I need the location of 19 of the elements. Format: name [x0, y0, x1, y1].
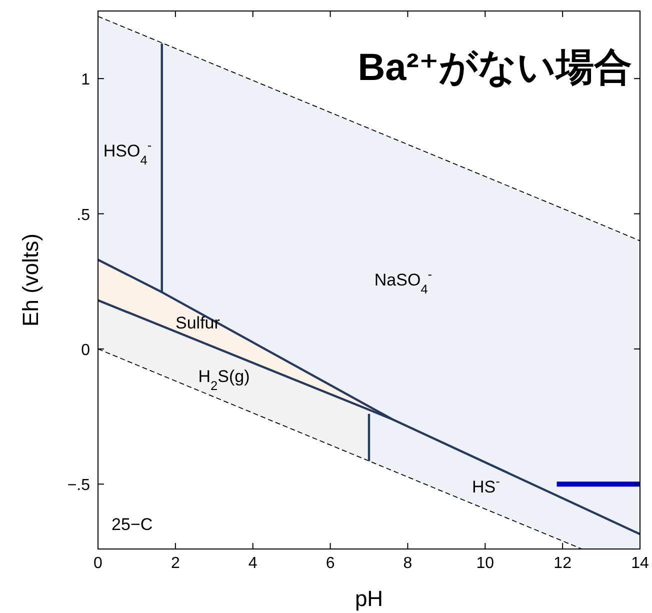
y-axis-title: Eh (volts) — [18, 234, 43, 326]
annotation: HS$^{-}$ — [472, 473, 500, 497]
text: Ba²⁺がない場合 — [358, 47, 632, 89]
annotation: Sulfur — [176, 313, 220, 332]
annotation: 25−C — [112, 515, 153, 534]
y-tick-label: .5 — [76, 206, 90, 224]
x-axis-title: pH — [354, 586, 384, 611]
y-tick-label: 0 — [81, 342, 90, 359]
x-tick-label: 6 — [326, 555, 335, 572]
y-tick-label: 1 — [81, 72, 90, 89]
x-tick-label: 0 — [94, 555, 103, 572]
x-tick-label: 10 — [476, 555, 494, 572]
x-tick-label: 14 — [631, 555, 649, 572]
x-tick-label: 4 — [248, 555, 258, 572]
x-tick-label: 12 — [554, 555, 572, 572]
x-tick-label: 8 — [403, 555, 412, 572]
y-tick-label: −.5 — [67, 477, 90, 494]
annotation: H$_{2}$S(g) — [198, 367, 250, 393]
x-tick-label: 2 — [170, 555, 180, 572]
